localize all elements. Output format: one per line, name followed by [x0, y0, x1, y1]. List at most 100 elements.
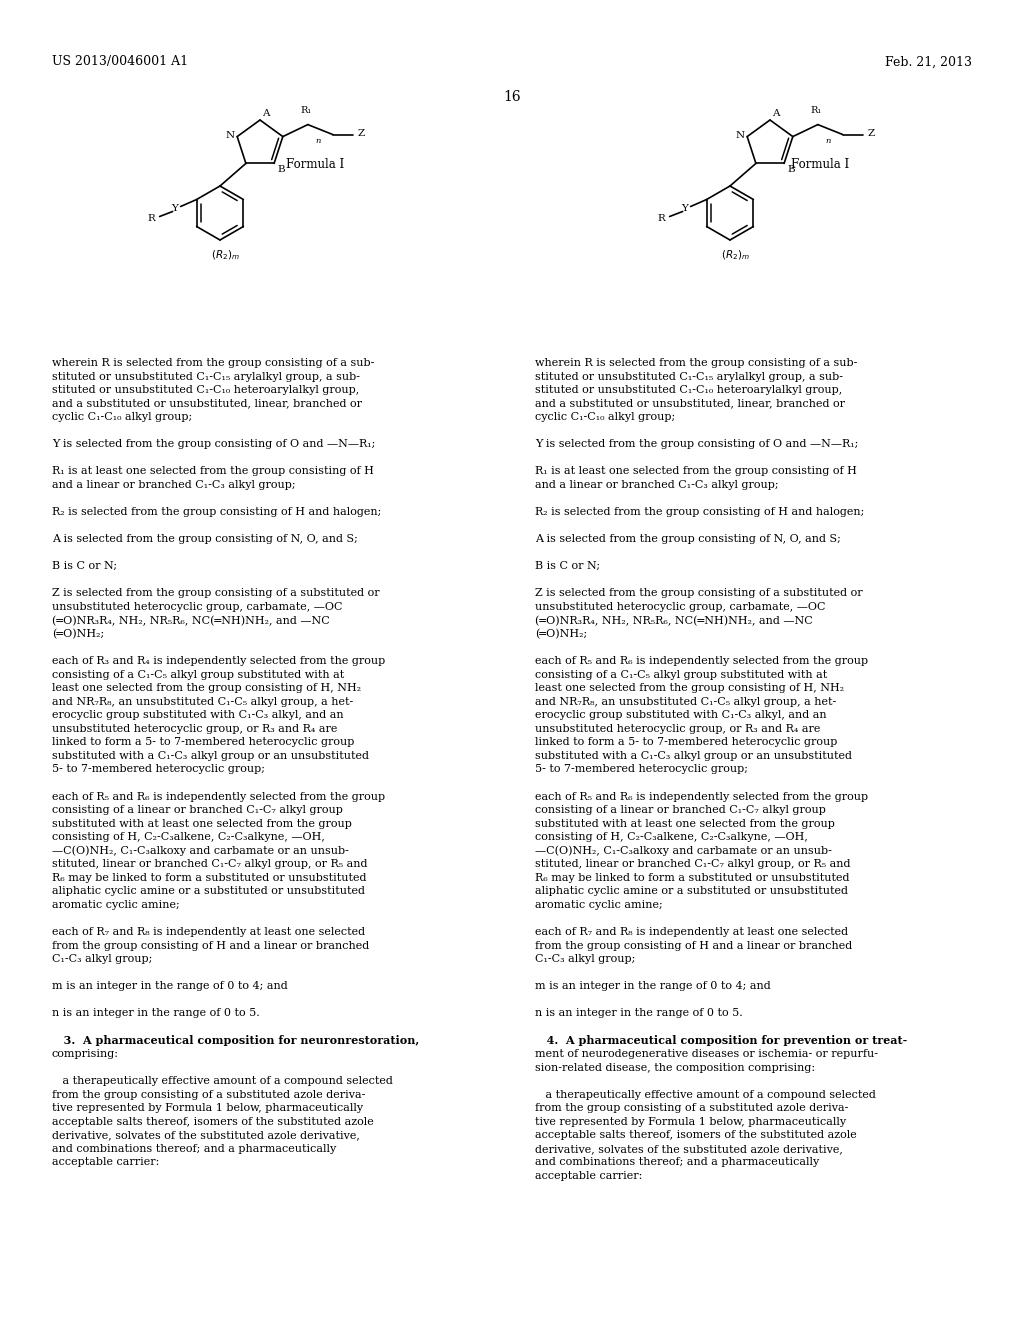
Text: and NR₇R₈, an unsubstituted C₁-C₅ alkyl group, a het-: and NR₇R₈, an unsubstituted C₁-C₅ alkyl … — [52, 697, 353, 706]
Text: cyclic C₁-C₁₀ alkyl group;: cyclic C₁-C₁₀ alkyl group; — [52, 412, 193, 422]
Text: N: N — [735, 131, 744, 140]
Text: and a linear or branched C₁-C₃ alkyl group;: and a linear or branched C₁-C₃ alkyl gro… — [52, 480, 296, 490]
Text: —C(O)NH₂, C₁-C₃alkoxy and carbamate or an unsub-: —C(O)NH₂, C₁-C₃alkoxy and carbamate or a… — [52, 846, 349, 857]
Text: from the group consisting of a substituted azole deriva-: from the group consisting of a substitut… — [535, 1104, 848, 1113]
Text: comprising:: comprising: — [52, 1049, 119, 1059]
Text: n: n — [315, 136, 321, 145]
Text: Y is selected from the group consisting of O and —N—R₁;: Y is selected from the group consisting … — [535, 440, 858, 449]
Text: aromatic cyclic amine;: aromatic cyclic amine; — [535, 900, 663, 909]
Text: and a substituted or unsubstituted, linear, branched or: and a substituted or unsubstituted, line… — [52, 399, 362, 409]
Text: and a linear or branched C₁-C₃ alkyl group;: and a linear or branched C₁-C₃ alkyl gro… — [535, 480, 778, 490]
Text: acceptable salts thereof, isomers of the substituted azole: acceptable salts thereof, isomers of the… — [52, 1117, 374, 1127]
Text: Z: Z — [357, 129, 366, 139]
Text: B is C or N;: B is C or N; — [52, 561, 117, 572]
Text: 5- to 7-membered heterocyclic group;: 5- to 7-membered heterocyclic group; — [52, 764, 265, 775]
Text: each of R₇ and R₈ is independently at least one selected: each of R₇ and R₈ is independently at le… — [52, 927, 366, 937]
Text: consisting of a linear or branched C₁-C₇ alkyl group: consisting of a linear or branched C₁-C₇… — [52, 805, 343, 816]
Text: (═O)NR₃R₄, NH₂, NR₅R₆, NC(═NH)NH₂, and —NC: (═O)NR₃R₄, NH₂, NR₅R₆, NC(═NH)NH₂, and —… — [535, 615, 813, 626]
Text: 3.  A pharmaceutical composition for neuronrestoration,: 3. A pharmaceutical composition for neur… — [52, 1035, 419, 1047]
Text: linked to form a 5- to 7-membered heterocyclic group: linked to form a 5- to 7-membered hetero… — [535, 738, 838, 747]
Text: N: N — [225, 131, 234, 140]
Text: Feb. 21, 2013: Feb. 21, 2013 — [885, 55, 972, 69]
Text: $(R_2)_m$: $(R_2)_m$ — [721, 248, 750, 261]
Text: consisting of H, C₂-C₃alkene, C₂-C₃alkyne, —OH,: consisting of H, C₂-C₃alkene, C₂-C₃alkyn… — [535, 832, 808, 842]
Text: and NR₇R₈, an unsubstituted C₁-C₅ alkyl group, a het-: and NR₇R₈, an unsubstituted C₁-C₅ alkyl … — [535, 697, 837, 706]
Text: US 2013/0046001 A1: US 2013/0046001 A1 — [52, 55, 188, 69]
Text: aliphatic cyclic amine or a substituted or unsubstituted: aliphatic cyclic amine or a substituted … — [52, 887, 365, 896]
Text: m is an integer in the range of 0 to 4; and: m is an integer in the range of 0 to 4; … — [52, 981, 288, 991]
Text: wherein R is selected from the group consisting of a sub-: wherein R is selected from the group con… — [535, 358, 857, 368]
Text: B is C or N;: B is C or N; — [535, 561, 600, 572]
Text: ment of neurodegenerative diseases or ischemia- or repurfu-: ment of neurodegenerative diseases or is… — [535, 1049, 878, 1059]
Text: R: R — [147, 214, 156, 223]
Text: consisting of H, C₂-C₃alkene, C₂-C₃alkyne, —OH,: consisting of H, C₂-C₃alkene, C₂-C₃alkyn… — [52, 832, 325, 842]
Text: Z: Z — [867, 129, 876, 139]
Text: unsubstituted heterocyclic group, or R₃ and R₄ are: unsubstituted heterocyclic group, or R₃ … — [52, 723, 337, 734]
Text: stituted, linear or branched C₁-C₇ alkyl group, or R₅ and: stituted, linear or branched C₁-C₇ alkyl… — [52, 859, 368, 870]
Text: consisting of a C₁-C₅ alkyl group substituted with at: consisting of a C₁-C₅ alkyl group substi… — [52, 669, 344, 680]
Text: substituted with a C₁-C₃ alkyl group or an unsubstituted: substituted with a C₁-C₃ alkyl group or … — [52, 751, 369, 760]
Text: A is selected from the group consisting of N, O, and S;: A is selected from the group consisting … — [52, 535, 357, 544]
Text: 5- to 7-membered heterocyclic group;: 5- to 7-membered heterocyclic group; — [535, 764, 748, 775]
Text: cyclic C₁-C₁₀ alkyl group;: cyclic C₁-C₁₀ alkyl group; — [535, 412, 675, 422]
Text: tive represented by Formula 1 below, pharmaceutically: tive represented by Formula 1 below, pha… — [52, 1104, 364, 1113]
Text: stituted, linear or branched C₁-C₇ alkyl group, or R₅ and: stituted, linear or branched C₁-C₇ alkyl… — [535, 859, 851, 870]
Text: each of R₅ and R₆ is independently selected from the group: each of R₅ and R₆ is independently selec… — [535, 792, 868, 801]
Text: —C(O)NH₂, C₁-C₃alkoxy and carbamate or an unsub-: —C(O)NH₂, C₁-C₃alkoxy and carbamate or a… — [535, 846, 831, 857]
Text: stituted or unsubstituted C₁-C₁₀ heteroarylalkyl group,: stituted or unsubstituted C₁-C₁₀ heteroa… — [52, 385, 359, 395]
Text: unsubstituted heterocyclic group, carbamate, —OC: unsubstituted heterocyclic group, carbam… — [52, 602, 342, 612]
Text: least one selected from the group consisting of H, NH₂: least one selected from the group consis… — [52, 684, 361, 693]
Text: aromatic cyclic amine;: aromatic cyclic amine; — [52, 900, 180, 909]
Text: unsubstituted heterocyclic group, or R₃ and R₄ are: unsubstituted heterocyclic group, or R₃ … — [535, 723, 820, 734]
Text: substituted with at least one selected from the group: substituted with at least one selected f… — [52, 818, 352, 829]
Text: consisting of a C₁-C₅ alkyl group substituted with at: consisting of a C₁-C₅ alkyl group substi… — [535, 669, 827, 680]
Text: linked to form a 5- to 7-membered heterocyclic group: linked to form a 5- to 7-membered hetero… — [52, 738, 354, 747]
Text: acceptable salts thereof, isomers of the substituted azole: acceptable salts thereof, isomers of the… — [535, 1130, 857, 1140]
Text: m is an integer in the range of 0 to 4; and: m is an integer in the range of 0 to 4; … — [535, 981, 771, 991]
Text: R₂ is selected from the group consisting of H and halogen;: R₂ is selected from the group consisting… — [52, 507, 381, 517]
Text: stituted or unsubstituted C₁-C₁₅ arylalkyl group, a sub-: stituted or unsubstituted C₁-C₁₅ arylalk… — [535, 371, 843, 381]
Text: B: B — [278, 165, 285, 174]
Text: Formula I: Formula I — [286, 158, 344, 172]
Text: A: A — [262, 110, 269, 117]
Text: B: B — [787, 165, 795, 174]
Text: Z is selected from the group consisting of a substituted or: Z is selected from the group consisting … — [52, 589, 380, 598]
Text: stituted or unsubstituted C₁-C₁₅ arylalkyl group, a sub-: stituted or unsubstituted C₁-C₁₅ arylalk… — [52, 371, 360, 381]
Text: stituted or unsubstituted C₁-C₁₀ heteroarylalkyl group,: stituted or unsubstituted C₁-C₁₀ heteroa… — [535, 385, 843, 395]
Text: R₁ is at least one selected from the group consisting of H: R₁ is at least one selected from the gro… — [52, 466, 374, 477]
Text: and combinations thereof; and a pharmaceutically: and combinations thereof; and a pharmace… — [535, 1158, 819, 1167]
Text: each of R₅ and R₆ is independently selected from the group: each of R₅ and R₆ is independently selec… — [52, 792, 385, 801]
Text: R: R — [657, 214, 666, 223]
Text: wherein R is selected from the group consisting of a sub-: wherein R is selected from the group con… — [52, 358, 375, 368]
Text: (═O)NH₂;: (═O)NH₂; — [52, 630, 104, 639]
Text: C₁-C₃ alkyl group;: C₁-C₃ alkyl group; — [535, 954, 635, 964]
Text: R₆ may be linked to form a substituted or unsubstituted: R₆ may be linked to form a substituted o… — [535, 873, 850, 883]
Text: derivative, solvates of the substituted azole derivative,: derivative, solvates of the substituted … — [535, 1144, 843, 1154]
Text: from the group consisting of H and a linear or branched: from the group consisting of H and a lin… — [52, 941, 370, 950]
Text: (═O)NH₂;: (═O)NH₂; — [535, 630, 587, 639]
Text: acceptable carrier:: acceptable carrier: — [535, 1171, 642, 1181]
Text: R₆ may be linked to form a substituted or unsubstituted: R₆ may be linked to form a substituted o… — [52, 873, 367, 883]
Text: (═O)NR₃R₄, NH₂, NR₅R₆, NC(═NH)NH₂, and —NC: (═O)NR₃R₄, NH₂, NR₅R₆, NC(═NH)NH₂, and —… — [52, 615, 330, 626]
Text: a therapeutically effective amount of a compound selected: a therapeutically effective amount of a … — [52, 1076, 393, 1086]
Text: tive represented by Formula 1 below, pharmaceutically: tive represented by Formula 1 below, pha… — [535, 1117, 846, 1127]
Text: unsubstituted heterocyclic group, carbamate, —OC: unsubstituted heterocyclic group, carbam… — [535, 602, 825, 612]
Text: aliphatic cyclic amine or a substituted or unsubstituted: aliphatic cyclic amine or a substituted … — [535, 887, 848, 896]
Text: 4.  A pharmaceutical composition for prevention or treat-: 4. A pharmaceutical composition for prev… — [535, 1035, 907, 1047]
Text: Z is selected from the group consisting of a substituted or: Z is selected from the group consisting … — [535, 589, 862, 598]
Text: each of R₃ and R₄ is independently selected from the group: each of R₃ and R₄ is independently selec… — [52, 656, 385, 667]
Text: each of R₅ and R₆ is independently selected from the group: each of R₅ and R₆ is independently selec… — [535, 656, 868, 667]
Text: and combinations thereof; and a pharmaceutically: and combinations thereof; and a pharmace… — [52, 1144, 336, 1154]
Text: from the group consisting of H and a linear or branched: from the group consisting of H and a lin… — [535, 941, 852, 950]
Text: substituted with a C₁-C₃ alkyl group or an unsubstituted: substituted with a C₁-C₃ alkyl group or … — [535, 751, 852, 760]
Text: consisting of a linear or branched C₁-C₇ alkyl group: consisting of a linear or branched C₁-C₇… — [535, 805, 826, 816]
Text: n is an integer in the range of 0 to 5.: n is an integer in the range of 0 to 5. — [52, 1008, 260, 1019]
Text: Formula I: Formula I — [791, 158, 849, 172]
Text: erocyclic group substituted with C₁-C₃ alkyl, and an: erocyclic group substituted with C₁-C₃ a… — [52, 710, 344, 721]
Text: C₁-C₃ alkyl group;: C₁-C₃ alkyl group; — [52, 954, 153, 964]
Text: from the group consisting of a substituted azole deriva-: from the group consisting of a substitut… — [52, 1090, 366, 1100]
Text: n: n — [825, 136, 830, 145]
Text: 16: 16 — [503, 90, 521, 104]
Text: A: A — [772, 110, 779, 117]
Text: and a substituted or unsubstituted, linear, branched or: and a substituted or unsubstituted, line… — [535, 399, 845, 409]
